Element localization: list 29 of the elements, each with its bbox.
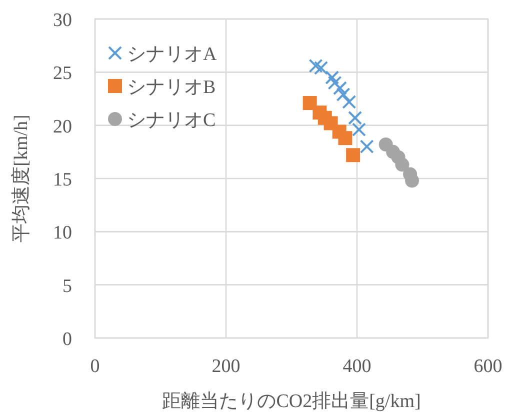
y-tick-label: 10: [53, 222, 72, 244]
x-tick-label: 400: [342, 356, 372, 377]
point: [336, 87, 350, 102]
y-tick-label: 0: [62, 329, 72, 350]
point: [314, 60, 328, 75]
y-tick-label: 25: [53, 63, 72, 84]
y-tick-label: 5: [62, 276, 72, 297]
point: [352, 122, 366, 137]
x-tick-label: 200: [212, 356, 240, 377]
point: [332, 81, 347, 96]
point: [308, 58, 323, 73]
y-tick-label: 15: [53, 170, 72, 190]
point: [346, 148, 360, 162]
point: [325, 70, 340, 84]
point: [405, 174, 420, 188]
y-tick-label: 20: [53, 116, 72, 138]
point: [328, 76, 342, 90]
point: [360, 140, 374, 154]
x-tick-label: 600: [474, 356, 502, 377]
y-axis-title: 平均速度[km/h]: [10, 114, 32, 242]
x-tick-label: 0: [90, 356, 100, 377]
x-axis-title: 距離当たりのCO2排出量[g/km]: [162, 391, 421, 412]
legend-label: シナリオC: [127, 110, 216, 131]
legend-label: シナリオA: [127, 44, 217, 65]
point: [395, 158, 410, 172]
y-tick-label: 30: [53, 10, 72, 31]
legend-label: シナリオB: [127, 77, 216, 98]
point: [348, 110, 362, 125]
point: [342, 94, 356, 109]
